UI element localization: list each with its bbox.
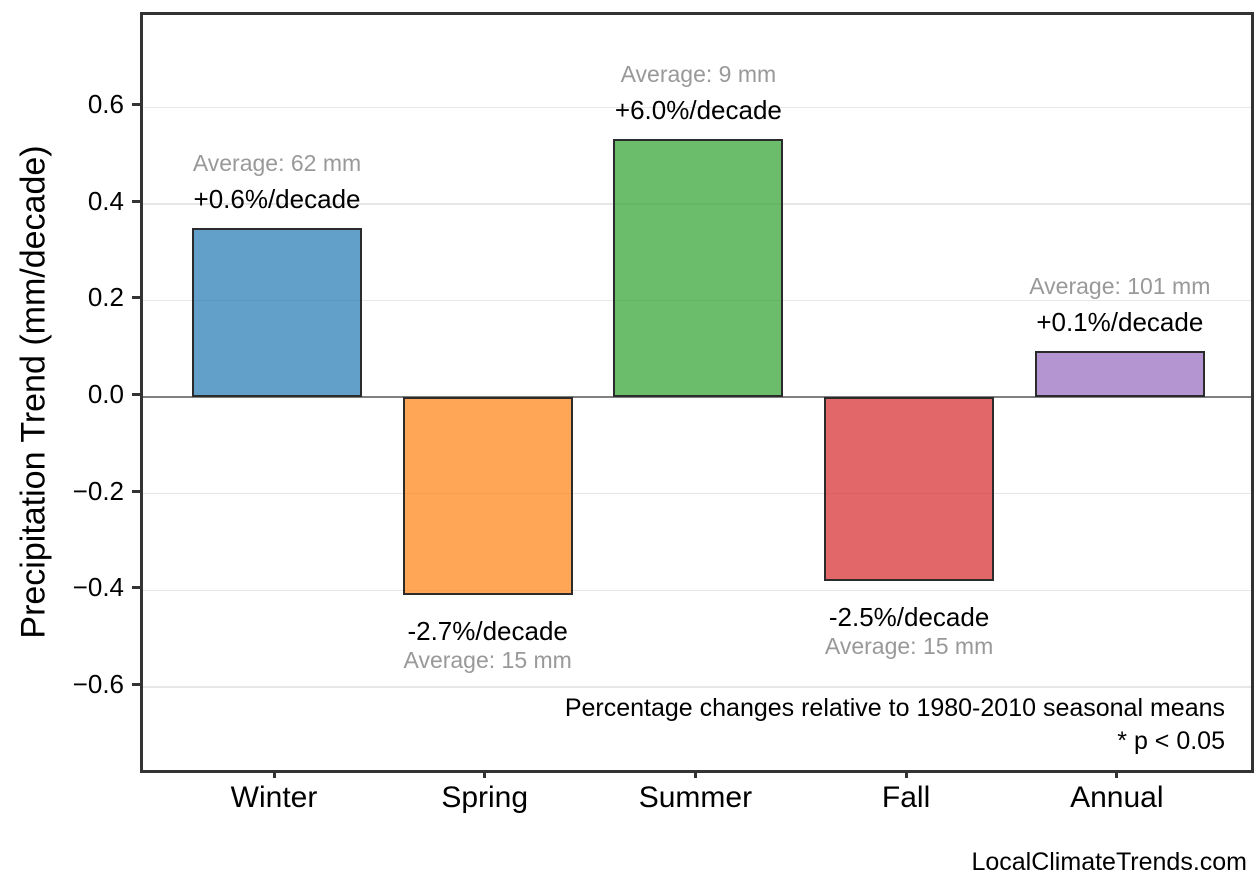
average-label-summer: Average: 9 mm: [620, 60, 777, 87]
x-tick-label-annual: Annual: [1070, 781, 1164, 814]
footnote: Percentage changes relative to 1980-2010…: [565, 692, 1225, 758]
x-tick-mark: [1115, 770, 1119, 778]
gridline: [143, 106, 1251, 108]
gridline: [143, 492, 1251, 495]
bar-spring: [402, 397, 573, 596]
y-tick-mark: [132, 103, 140, 107]
x-tick-mark: [483, 770, 487, 778]
gridline: [143, 589, 1251, 592]
y-tick-mark: [132, 296, 140, 300]
trend-label-winter: +0.6%/decade: [193, 184, 361, 215]
bar-summer: [613, 138, 784, 398]
y-tick-mark: [132, 199, 140, 203]
x-tick-mark: [693, 770, 697, 778]
footnote-line-2: * p < 0.05: [1117, 727, 1225, 755]
bar-fall: [824, 397, 995, 581]
y-tick-label: 0.4: [87, 185, 124, 216]
x-tick-label-winter: Winter: [230, 781, 318, 814]
y-tick-label: 0.2: [87, 282, 124, 313]
trend-label-fall: -2.5%/decade: [828, 601, 990, 632]
trend-label-summer: +6.0%/decade: [614, 94, 782, 125]
watermark: LocalClimateTrends.com: [971, 848, 1247, 876]
y-tick-mark: [132, 682, 140, 686]
x-tick-label-fall: Fall: [881, 781, 931, 814]
trend-label-annual: +0.1%/decade: [1036, 307, 1204, 338]
y-tick-mark: [132, 489, 140, 493]
x-tick-label-spring: Spring: [441, 781, 529, 814]
y-tick-label: 0.6: [87, 89, 124, 120]
average-label-annual: Average: 101 mm: [1029, 273, 1211, 300]
x-tick-label-summer: Summer: [638, 781, 753, 814]
gridline: [143, 686, 1251, 688]
x-tick-mark: [272, 770, 276, 778]
zero-gridline: [143, 396, 1251, 399]
average-label-spring: Average: 15 mm: [403, 647, 572, 674]
y-tick-label: 0.0: [87, 379, 124, 410]
y-tick-mark: [132, 393, 140, 397]
x-tick-mark: [904, 770, 908, 778]
average-label-fall: Average: 15 mm: [824, 632, 994, 659]
bar-annual: [1034, 351, 1205, 398]
trend-label-spring: -2.7%/decade: [407, 616, 568, 647]
y-tick-label: −0.6: [72, 668, 124, 699]
plot-area: Percentage changes relative to 1980-2010…: [140, 12, 1254, 773]
y-tick-label: −0.4: [72, 572, 124, 603]
y-tick-mark: [132, 586, 140, 590]
footnote-line-1: Percentage changes relative to 1980-2010…: [564, 694, 1225, 722]
y-tick-label: −0.2: [72, 475, 124, 506]
bar-winter: [192, 228, 362, 398]
average-label-winter: Average: 62 mm: [192, 150, 362, 177]
